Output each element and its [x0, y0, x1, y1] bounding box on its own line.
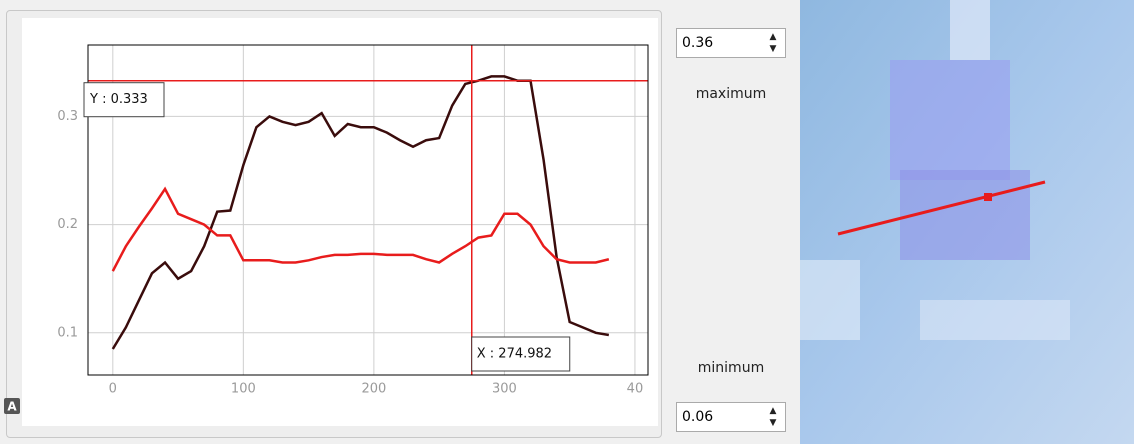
- corner-icon-box: [4, 398, 20, 414]
- y-tick-label: 0.2: [57, 217, 78, 232]
- plot-frame: [87, 44, 649, 376]
- minimum-value: 0.06: [682, 409, 714, 425]
- y-readout-box: [83, 82, 165, 118]
- minimum-label: minimum: [697, 360, 765, 376]
- x-tick-label: 100: [231, 382, 256, 397]
- series-line: [111, 186, 610, 272]
- corner-icon: A: [7, 400, 17, 414]
- x-readout: X : 274.982: [477, 347, 552, 362]
- chart: A 0.1 0.2 0.3 0 100 200 300 40 Y : 0.333 X : 274.…: [4, 18, 658, 426]
- spin-arrows[interactable]: ▲ ▼: [769, 406, 777, 428]
- y-readout: Y : 0.333: [89, 92, 148, 107]
- spin-arrows[interactable]: ▲ ▼: [769, 32, 777, 54]
- x-tick-label: 0: [109, 382, 117, 397]
- maximum-value: 0.36: [682, 35, 714, 51]
- image-view: [800, 0, 1134, 444]
- y-tick-label: 0.1: [57, 325, 78, 340]
- x-tick-label: 40: [627, 382, 644, 397]
- x-readout-box: [471, 336, 571, 372]
- x-tick-label: 200: [361, 382, 386, 397]
- maximum-spinbox[interactable]: 0.36 ▲ ▼: [676, 28, 786, 58]
- minimum-spinbox[interactable]: 0.06 ▲ ▼: [676, 402, 786, 432]
- x-tick-label: 300: [492, 382, 517, 397]
- y-tick-label: 0.3: [57, 109, 78, 124]
- maximum-label: maximum: [695, 86, 767, 102]
